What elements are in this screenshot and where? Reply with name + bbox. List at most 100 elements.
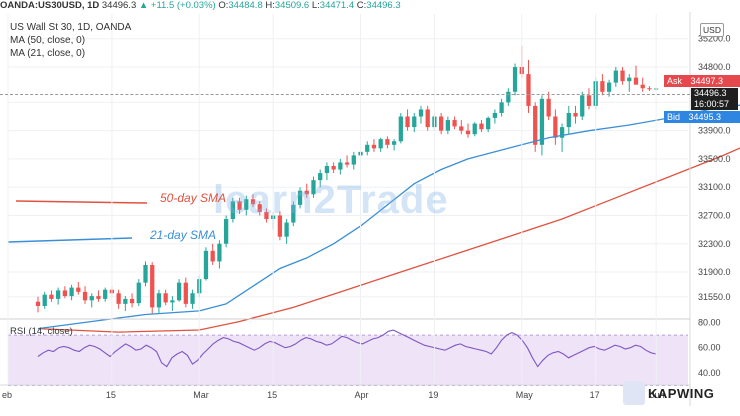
candle-body bbox=[391, 141, 397, 145]
price-axis-tick: 33900.0 bbox=[698, 126, 731, 136]
candle-body bbox=[344, 162, 350, 165]
ma50-line bbox=[37, 147, 740, 333]
candle-body bbox=[49, 294, 54, 299]
kapwing-logo-icon bbox=[623, 381, 645, 405]
candle-body bbox=[244, 199, 249, 210]
price-axis-tick: 31900.0 bbox=[698, 267, 731, 277]
candle-body bbox=[546, 98, 551, 117]
candle-body bbox=[324, 166, 330, 174]
symbol-name: OANDA:US30USD, 1D bbox=[0, 0, 100, 11]
candle-body bbox=[223, 219, 229, 244]
candle-body bbox=[123, 298, 128, 304]
low-label: L: bbox=[311, 0, 320, 11]
annotation-21-day-sma: 21-day SMA bbox=[150, 228, 217, 242]
change-up-icon: ▲ bbox=[138, 0, 149, 11]
rsi-band bbox=[8, 335, 688, 386]
annotation-50-marker bbox=[15, 200, 148, 204]
candle-body bbox=[331, 166, 336, 170]
open-label: O: bbox=[218, 0, 229, 11]
price-axis-tick: 33100.0 bbox=[698, 182, 731, 192]
candle-body bbox=[452, 120, 457, 127]
candle-body bbox=[465, 130, 471, 135]
time-axis-tick: 15 bbox=[267, 390, 277, 400]
candle-body bbox=[190, 293, 195, 304]
candle-body bbox=[499, 102, 504, 113]
candle-body bbox=[586, 95, 592, 106]
candle-body bbox=[82, 291, 88, 301]
candle-body bbox=[445, 120, 450, 131]
legend-title: US Wall St 30, 1D, OANDA bbox=[10, 22, 132, 33]
legend-ma21: MA (21, close, 0) bbox=[10, 48, 86, 59]
time-axis-tick: Apr bbox=[355, 390, 369, 400]
candle-body bbox=[647, 88, 652, 90]
candle-body bbox=[385, 139, 390, 145]
last-price-tag: 34496.3 16:00:57 bbox=[691, 88, 738, 110]
price-axis-tick: 34800.0 bbox=[698, 62, 731, 72]
annotation-50-day-sma: 50-day SMA bbox=[160, 191, 227, 205]
close-value: 34496.3 bbox=[366, 0, 401, 11]
candle-body bbox=[600, 81, 605, 92]
candle-body bbox=[506, 91, 511, 103]
rsi-line bbox=[37, 329, 657, 368]
price-axis-tick: 32700.0 bbox=[698, 210, 731, 220]
kapwing-text: KAPWING bbox=[648, 386, 715, 401]
time-axis-tick: May bbox=[516, 390, 534, 400]
candle-body bbox=[291, 204, 296, 223]
time-axis-tick: eb bbox=[2, 390, 12, 400]
candle-body bbox=[412, 116, 417, 128]
close-label: C: bbox=[356, 0, 367, 11]
high-value: 34509.6 bbox=[274, 0, 310, 11]
candle-body bbox=[566, 112, 571, 128]
price-change: +11.5 (+0.03%) bbox=[150, 0, 216, 11]
ask-tag: Ask 34497.3 bbox=[664, 75, 740, 87]
candle-body bbox=[539, 98, 545, 145]
candle-body bbox=[479, 123, 484, 130]
bid-value: 34495.3 bbox=[688, 112, 722, 122]
candle-body bbox=[230, 201, 235, 220]
candle-body bbox=[183, 282, 188, 304]
time-axis-tick: 15 bbox=[106, 390, 116, 400]
candle-body bbox=[62, 290, 68, 297]
time-axis-tick: 17 bbox=[590, 390, 600, 400]
candle-body bbox=[176, 282, 182, 301]
high-label: H: bbox=[265, 0, 275, 11]
symbol-header: OANDA:US30USD, 1D 34496.3 ▲ +11.5 (+0.03… bbox=[0, 0, 740, 11]
candle-body bbox=[150, 264, 155, 308]
time-axis-tick: 19 bbox=[428, 390, 438, 400]
candle-body bbox=[613, 70, 618, 83]
candle-body bbox=[439, 116, 444, 131]
candle-body bbox=[425, 109, 430, 128]
kapwing-badge[interactable]: KAPWING bbox=[618, 381, 740, 405]
candle-body bbox=[486, 117, 491, 130]
candle-body bbox=[116, 293, 121, 304]
candle-body bbox=[472, 123, 477, 135]
candle-body bbox=[378, 139, 383, 149]
candle-body bbox=[210, 250, 215, 262]
time-axis-tick: Mar bbox=[193, 390, 209, 400]
candle-body bbox=[405, 116, 410, 128]
time-axis-tick: Jun bbox=[650, 390, 665, 400]
candle-body bbox=[76, 287, 81, 292]
candle-body bbox=[418, 109, 424, 117]
candle-body bbox=[96, 296, 101, 299]
candle-body bbox=[203, 250, 209, 280]
last-tag-price: 34496.3 bbox=[694, 88, 727, 98]
price-axis-tick: 32300.0 bbox=[698, 239, 731, 249]
candle-body bbox=[318, 173, 323, 181]
rsi-label: RSI (14, close) bbox=[10, 326, 73, 337]
rsi-axis-tick: 80.00 bbox=[698, 318, 721, 328]
candle-body bbox=[103, 289, 108, 299]
candle-body bbox=[277, 215, 283, 237]
candle-body bbox=[42, 294, 47, 306]
annotation-21-marker bbox=[7, 237, 133, 243]
candle-body bbox=[338, 162, 343, 170]
candle-body bbox=[56, 290, 61, 299]
candle-body bbox=[264, 211, 269, 220]
candle-body bbox=[620, 70, 625, 82]
candle-body bbox=[304, 190, 309, 195]
ask-label: Ask bbox=[667, 76, 683, 86]
candle-body bbox=[533, 105, 538, 145]
currency-label[interactable]: USD bbox=[700, 23, 724, 37]
candle-body bbox=[640, 84, 645, 89]
